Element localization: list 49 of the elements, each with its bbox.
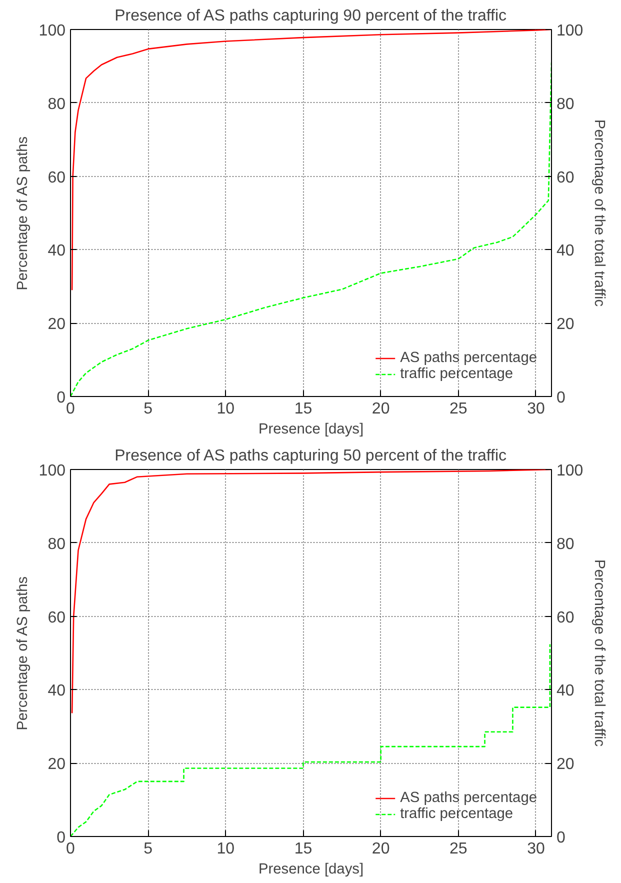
y2-tick-label: 20 bbox=[556, 756, 574, 774]
y2-axis-title: Percentage of the total traffic bbox=[591, 559, 608, 747]
y-tick-label: 40 bbox=[48, 682, 66, 700]
x-tick-label: 30 bbox=[527, 400, 545, 418]
x-tick-label: 10 bbox=[216, 840, 235, 858]
y-tick-label: 60 bbox=[48, 169, 66, 186]
x-axis-title: Presence [days] bbox=[258, 862, 364, 878]
x-tick-label: 25 bbox=[450, 840, 468, 858]
y-tick-label: 100 bbox=[38, 22, 66, 40]
y2-tick-label: 60 bbox=[556, 609, 574, 626]
y2-tick-label: 20 bbox=[556, 316, 574, 334]
y-tick-label: 20 bbox=[48, 316, 66, 334]
x-tick-label: 10 bbox=[216, 400, 235, 418]
y-tick-label: 100 bbox=[38, 462, 66, 480]
x-tick-label: 30 bbox=[527, 840, 545, 858]
chart-title: Presence of AS paths capturing 50 percent of the traffic bbox=[114, 448, 507, 464]
y2-tick-label: 100 bbox=[556, 462, 584, 480]
x-tick-label: 25 bbox=[450, 400, 468, 418]
y2-tick-label: 60 bbox=[556, 169, 574, 186]
x-tick-label: 20 bbox=[372, 840, 390, 858]
y-tick-label: 60 bbox=[48, 609, 66, 626]
y2-tick-label: 80 bbox=[556, 536, 574, 553]
y2-tick-label: 40 bbox=[556, 682, 574, 700]
line-series bbox=[71, 30, 552, 291]
y2-tick-label: 40 bbox=[556, 242, 574, 260]
legend-label: AS paths percentage bbox=[400, 350, 537, 366]
y2-tick-label: 100 bbox=[556, 22, 584, 40]
y2-axis-title: Percentage of the total traffic bbox=[591, 119, 608, 307]
y2-tick-label: 80 bbox=[556, 96, 574, 113]
x-tick-label: 5 bbox=[144, 400, 153, 418]
y-tick-label: 80 bbox=[48, 96, 66, 113]
y-tick-label: 40 bbox=[48, 242, 66, 260]
y-tick-label: 80 bbox=[48, 536, 66, 553]
x-tick-label: 20 bbox=[372, 400, 390, 418]
y2-tick-label: 0 bbox=[556, 390, 566, 406]
chart-title: Presence of AS paths capturing 90 percent of the traffic bbox=[114, 8, 507, 24]
x-tick-label: 5 bbox=[144, 840, 153, 858]
y-tick-label: 0 bbox=[56, 830, 66, 846]
legend-label: AS paths percentage bbox=[400, 790, 537, 806]
y-tick-label: 20 bbox=[48, 756, 66, 774]
legend-label: traffic percentage bbox=[400, 806, 514, 822]
y2-tick-label: 0 bbox=[556, 830, 566, 846]
y-axis-title: Percentage of AS paths bbox=[14, 136, 31, 290]
x-tick-label: 15 bbox=[294, 840, 312, 858]
x-axis-title: Presence [days] bbox=[258, 422, 364, 438]
x-tick-label: 15 bbox=[294, 400, 312, 418]
legend-label: traffic percentage bbox=[400, 366, 514, 382]
y-tick-label: 0 bbox=[56, 390, 66, 406]
y-axis-title: Percentage of AS paths bbox=[14, 576, 31, 730]
